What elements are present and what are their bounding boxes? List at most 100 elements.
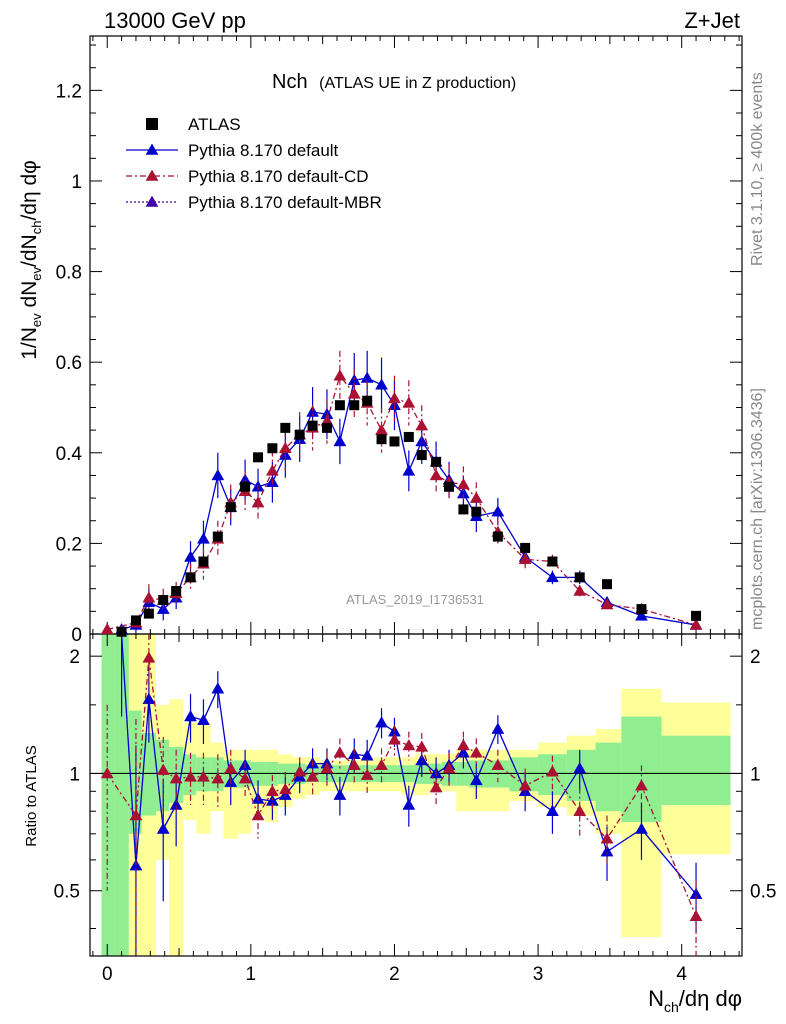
ratio-point (573, 761, 587, 774)
ratio-plot-frame (89, 633, 743, 957)
data-point (347, 387, 361, 399)
legend-item-cd: Pythia 8.170 default-CD (126, 167, 369, 186)
legend: ATLAS Pythia 8.170 default Pythia 8.170 de… (126, 115, 382, 212)
ratio-point (156, 822, 170, 834)
data-point (471, 506, 482, 517)
legend-marker (145, 169, 159, 181)
series-atlas (116, 395, 702, 637)
data-point (376, 434, 387, 445)
ratio-point (251, 808, 265, 821)
ratio-point (600, 832, 614, 844)
green-band (595, 742, 622, 812)
data-point (333, 434, 347, 447)
data-point (636, 604, 647, 615)
header-right-label: Z+Jet (684, 8, 740, 33)
y-tick-label: 0.4 (56, 444, 83, 465)
ratio-point (388, 733, 401, 745)
data-point (307, 420, 318, 431)
data-point (280, 422, 291, 433)
x-tick-label: 0 (102, 964, 113, 985)
legend-label: Pythia 8.170 default (188, 141, 339, 160)
data-point (265, 464, 279, 476)
y-tick-label: 0.8 (56, 263, 82, 284)
ratio-point (100, 766, 114, 779)
data-point (158, 595, 169, 606)
y-tick-label: 0 (71, 625, 82, 646)
chart-title-sub: (ATLAS UE in Z production) (319, 75, 516, 92)
ratio-point (184, 710, 197, 722)
data-point (267, 443, 278, 454)
data-point (197, 532, 210, 544)
data-point (375, 423, 388, 435)
ratio-point (211, 772, 225, 784)
xlabel: Nch/dη dφ (648, 986, 742, 1015)
data-point (573, 584, 587, 596)
green-band (114, 634, 129, 956)
data-point (689, 618, 703, 630)
ratio-y-tick-label-right: 1 (750, 764, 761, 785)
ratio-point (689, 909, 703, 922)
ratio-plot-data (100, 633, 703, 956)
data-point (546, 570, 559, 583)
data-point (600, 598, 614, 610)
data-point (416, 450, 427, 461)
legend-marker (145, 143, 159, 155)
ratio-point (129, 808, 143, 821)
data-point (211, 468, 225, 481)
legend-label: Pythia 8.170 default-MBR (188, 193, 382, 212)
ratio-point (278, 782, 292, 795)
data-point (349, 400, 360, 411)
ratio-point (197, 770, 210, 782)
ratio-point (238, 772, 252, 784)
ratio-y-tick-label-right: 0.5 (750, 882, 776, 903)
ratio-y-tick-label-right: 2 (750, 647, 761, 668)
data-point (520, 542, 531, 553)
data-point (458, 504, 469, 515)
ratio-point (635, 822, 648, 834)
data-point (306, 405, 320, 417)
data-point (294, 429, 305, 440)
data-point (518, 552, 532, 564)
legend-item-atlas: ATLAS (146, 115, 241, 134)
data-point (212, 531, 223, 542)
data-point (143, 608, 154, 619)
ratio-point (546, 804, 559, 816)
legend-label: Pythia 8.170 default-CD (188, 167, 369, 186)
data-point (184, 550, 197, 562)
data-point (225, 502, 236, 513)
ratio-y-tick-label: 1 (69, 764, 80, 785)
legend-item-mbr: Pythia 8.170 default-MBR (126, 193, 382, 212)
data-point (402, 396, 416, 408)
green-band (101, 634, 115, 956)
ratio-point (197, 713, 210, 725)
ratio-point (429, 781, 443, 793)
green-band (156, 739, 169, 812)
ratio-point (518, 779, 532, 791)
data-point (389, 436, 400, 447)
ratio-point (211, 682, 225, 694)
data-point (116, 626, 127, 637)
legend-marker (146, 118, 158, 130)
data-point (142, 591, 156, 603)
data-point (278, 441, 292, 454)
data-point (444, 481, 455, 492)
main-ylabel: 1/Nev dNev/dNch/dη dφ (18, 160, 44, 360)
ratio-point (469, 746, 483, 758)
ratio-point (415, 753, 429, 766)
data-point (635, 609, 648, 621)
ratio-ylabel: Ratio to ATLAS (23, 745, 40, 846)
ratio-y-tick-label: 2 (69, 647, 80, 668)
ratio-y-tick-label: 0.5 (54, 882, 80, 903)
data-point (388, 391, 401, 404)
data-point (321, 422, 332, 433)
data-point (415, 434, 429, 447)
data-point (547, 556, 558, 567)
ratio-line-cd (106, 657, 697, 917)
ratio-point (600, 845, 614, 857)
ratio-point (415, 740, 429, 752)
y-tick-label: 0.6 (56, 353, 82, 374)
ratio-point (518, 784, 532, 797)
ratio-uncertainty-bands (101, 634, 731, 956)
series-line-default (121, 377, 697, 631)
main-plot-data (100, 350, 703, 637)
